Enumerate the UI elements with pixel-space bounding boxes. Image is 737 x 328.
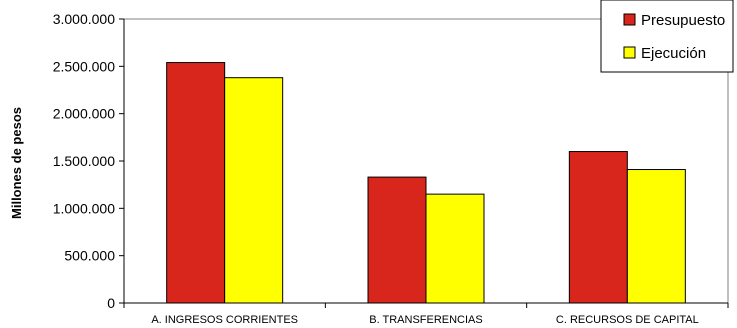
legend-box [600,0,734,73]
legend-label: Ejecución [641,45,706,62]
legend-label: Presupuesto [641,12,725,29]
bar-ejecucion [425,193,485,304]
bar-presupuesto [166,62,226,304]
y-tick-label: 3.000.000 [53,11,115,27]
bar-presupuesto [367,176,427,304]
bar-ejecucion [224,77,284,304]
y-tick-label: 2.500.000 [53,58,115,74]
bar-ejecucion [626,169,686,304]
y-tick-label: 1.000.000 [53,200,115,216]
bar-presupuesto [568,151,628,304]
x-tick-label: C. RECURSOS DE CAPITAL [556,314,699,326]
legend: Presupuesto Ejecución [600,0,734,73]
x-tick-label: B. TRANSFERENCIAS [369,314,483,326]
y-tick-label: 2.000.000 [53,106,115,122]
y-axis-title: Millones de pesos [9,107,24,219]
y-tick-label: 500.000 [64,248,115,264]
plot-area: 0 500.000 1.000.000 1.500.000 2.000.000 2.500… [53,11,729,326]
x-tick-label: A. INGRESOS CORRIENTES [151,314,298,326]
y-tick-label: 1.500.000 [53,153,115,169]
legend-swatch [623,13,636,26]
y-tick-label: 0 [107,295,115,311]
legend-swatch [623,46,636,59]
